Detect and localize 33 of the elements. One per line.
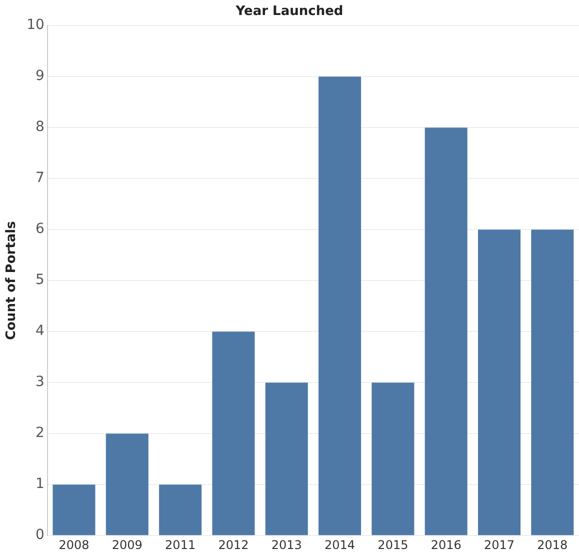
y-tick-label: 2 [35, 425, 44, 442]
bar [106, 434, 148, 536]
bar [265, 382, 308, 536]
y-tick-label: 9 [35, 68, 44, 84]
bar [424, 128, 468, 536]
x-tick-label: 2017 [484, 538, 515, 552]
x-tick-label: 2012 [218, 538, 249, 552]
bar [212, 332, 255, 536]
x-tick-label: 2016 [430, 538, 462, 552]
bar [318, 76, 362, 536]
bar [372, 382, 414, 536]
y-tick-label: 5 [35, 272, 44, 288]
y-tick-label: 3 [35, 374, 44, 390]
bar [159, 484, 202, 536]
y-tick-label: 10 [26, 17, 44, 34]
x-tick-label: 2015 [378, 538, 408, 552]
x-tick-label: 2013 [271, 538, 302, 552]
y-axis-title: Count of Portals [4, 220, 20, 340]
x-tick-label: 2008 [58, 538, 90, 552]
y-tick-label: 4 [35, 323, 44, 340]
chart-title: Year Launched [234, 4, 344, 20]
bar [52, 484, 96, 536]
x-tick-label: 2014 [324, 538, 356, 552]
x-tick-label: 2009 [112, 538, 142, 552]
y-tick-label: 6 [35, 221, 44, 238]
y-tick-label: 8 [35, 119, 44, 136]
bar [478, 230, 521, 536]
y-tick-label: 7 [35, 170, 44, 186]
y-tick-label: 1 [35, 476, 44, 492]
y-tick-label: 0 [35, 527, 44, 544]
x-tick-label: 2011 [165, 538, 196, 552]
x-tick-label: 2018 [537, 538, 568, 552]
bar [531, 230, 574, 536]
